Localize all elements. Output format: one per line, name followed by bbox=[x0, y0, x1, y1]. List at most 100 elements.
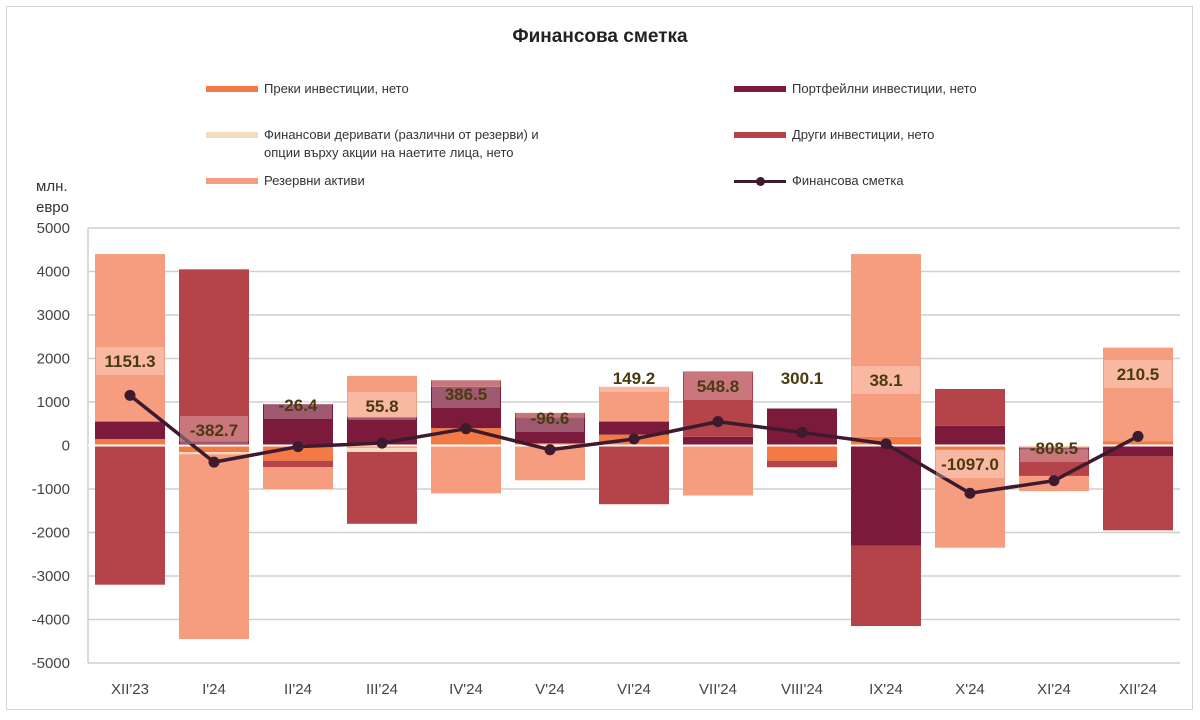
data-label: -26.4 bbox=[279, 396, 318, 415]
bar-segment-5 bbox=[1103, 347, 1173, 442]
bar-segment-5 bbox=[347, 375, 417, 418]
data-label-background bbox=[852, 366, 920, 394]
financial-account-point bbox=[880, 438, 892, 450]
y-tick-label: -5000 bbox=[32, 655, 70, 672]
data-label-background bbox=[348, 392, 416, 420]
y-tick-label: 5000 bbox=[37, 220, 70, 237]
x-tick-label: IV'24 bbox=[449, 681, 483, 698]
financial-account-point bbox=[544, 444, 556, 456]
data-label-background bbox=[96, 347, 164, 375]
data-label: -808.5 bbox=[1030, 439, 1078, 458]
legend-swatch bbox=[206, 178, 258, 184]
x-tick-label: X'24 bbox=[955, 681, 985, 698]
financial-account-point bbox=[712, 416, 724, 428]
x-tick-label: I'24 bbox=[202, 681, 226, 698]
legend-label-line-2: опции върху акции на наетите лица, нето bbox=[264, 145, 514, 160]
data-label: -382.7 bbox=[190, 421, 238, 440]
financial-account-point bbox=[796, 426, 808, 438]
legend-label: Портфейлни инвестиции, нето bbox=[792, 81, 977, 96]
data-label: 548.8 bbox=[697, 377, 740, 396]
data-label: 1151.3 bbox=[104, 352, 155, 371]
financial-account-point bbox=[1132, 430, 1144, 442]
bar-segment-4 bbox=[347, 452, 417, 524]
legend-swatch bbox=[734, 132, 786, 138]
financial-account-point bbox=[124, 389, 136, 401]
data-label-background bbox=[936, 450, 1004, 478]
bar-segment-1 bbox=[95, 438, 165, 446]
legend-label: Финансова сметка bbox=[792, 173, 904, 188]
data-label-background bbox=[432, 380, 500, 408]
data-label: -96.6 bbox=[531, 409, 570, 428]
bar-segment-5 bbox=[683, 445, 753, 496]
x-tick-label: II'24 bbox=[284, 681, 312, 698]
bar-segment-2 bbox=[263, 404, 333, 446]
bar-segment-2 bbox=[935, 425, 1005, 446]
data-label-background bbox=[1104, 360, 1172, 388]
y-axis-unit-label: млн. евро bbox=[36, 176, 69, 218]
y-tick-label: -4000 bbox=[32, 612, 70, 629]
y-tick-label: 3000 bbox=[37, 307, 70, 324]
data-label-background bbox=[768, 364, 836, 392]
legend-label: Финансови деривати (различни от резерви)… bbox=[264, 126, 539, 162]
financial-account-point bbox=[460, 423, 472, 435]
bar-segment-1 bbox=[767, 445, 837, 461]
x-tick-label: VIII'24 bbox=[781, 681, 823, 698]
legend-swatch bbox=[734, 86, 786, 92]
bar-segment-4 bbox=[851, 545, 921, 627]
bar-segment-5 bbox=[935, 449, 1005, 548]
x-tick-label: V'24 bbox=[535, 681, 565, 698]
x-tick-label: VII'24 bbox=[699, 681, 737, 698]
x-tick-label: XII'24 bbox=[1119, 681, 1157, 698]
bar-segment-5 bbox=[599, 386, 669, 422]
bar-segment-1 bbox=[935, 445, 1005, 450]
bar-segment-2 bbox=[515, 417, 585, 444]
bar-segment-2 bbox=[851, 445, 921, 546]
data-label-background bbox=[684, 372, 752, 400]
bar-segment-2 bbox=[95, 421, 165, 439]
data-label-background bbox=[264, 391, 332, 419]
legend-line-swatch bbox=[734, 172, 786, 190]
y-tick-label: -1000 bbox=[32, 481, 70, 498]
data-label-background bbox=[600, 364, 668, 392]
legend-item-other-investment: Други инвестиции, нето bbox=[734, 126, 934, 144]
x-tick-label: VI'24 bbox=[617, 681, 651, 698]
legend-item-portfolio-investment: Портфейлни инвестиции, нето bbox=[734, 80, 977, 98]
bar-segment-2 bbox=[683, 436, 753, 446]
y-tick-label: -3000 bbox=[32, 568, 70, 585]
x-tick-label: III'24 bbox=[366, 681, 398, 698]
financial-account-point bbox=[628, 433, 640, 445]
financial-account-point bbox=[376, 437, 388, 449]
y-axis-unit-line-2: евро bbox=[36, 199, 69, 216]
bar-segment-4 bbox=[179, 269, 249, 442]
bar-segment-4 bbox=[1019, 449, 1089, 476]
bar-segment-3 bbox=[179, 452, 249, 455]
legend-item-financial-account: Финансова сметка bbox=[734, 172, 904, 190]
y-tick-label: 0 bbox=[62, 438, 70, 455]
data-label: 149.2 bbox=[613, 369, 656, 388]
y-tick-label: 4000 bbox=[37, 264, 70, 281]
data-label: 38.1 bbox=[869, 371, 902, 390]
y-tick-label: 2000 bbox=[37, 351, 70, 368]
bar-segment-4 bbox=[431, 380, 501, 387]
bar-segment-4 bbox=[767, 460, 837, 468]
legend-label: Други инвестиции, нето bbox=[792, 127, 935, 142]
y-tick-label: -2000 bbox=[32, 525, 70, 542]
bar-segment-4 bbox=[515, 412, 585, 418]
legend-label-line-1: Финансови деривати (различни от резерви)… bbox=[264, 127, 539, 142]
data-label: -1097.0 bbox=[941, 455, 999, 474]
legend-item-direct-investment: Преки инвестиции, нето bbox=[206, 80, 409, 98]
x-tick-label: XII'23 bbox=[111, 681, 149, 698]
x-tick-label: IX'24 bbox=[869, 681, 903, 698]
bar-segment-5 bbox=[851, 254, 921, 437]
data-label: 55.8 bbox=[365, 397, 398, 416]
financial-account-point bbox=[1048, 475, 1060, 487]
bar-segment-1 bbox=[179, 445, 249, 453]
x-tick-label: XI'24 bbox=[1037, 681, 1071, 698]
financial-account-point bbox=[292, 441, 304, 453]
data-label-background bbox=[516, 404, 584, 432]
bar-segment-3 bbox=[347, 447, 417, 453]
bar-segment-1 bbox=[1103, 441, 1173, 446]
bar-segment-4 bbox=[95, 445, 165, 585]
bar-segment-4 bbox=[263, 460, 333, 468]
bar-segment-2 bbox=[1103, 445, 1173, 457]
